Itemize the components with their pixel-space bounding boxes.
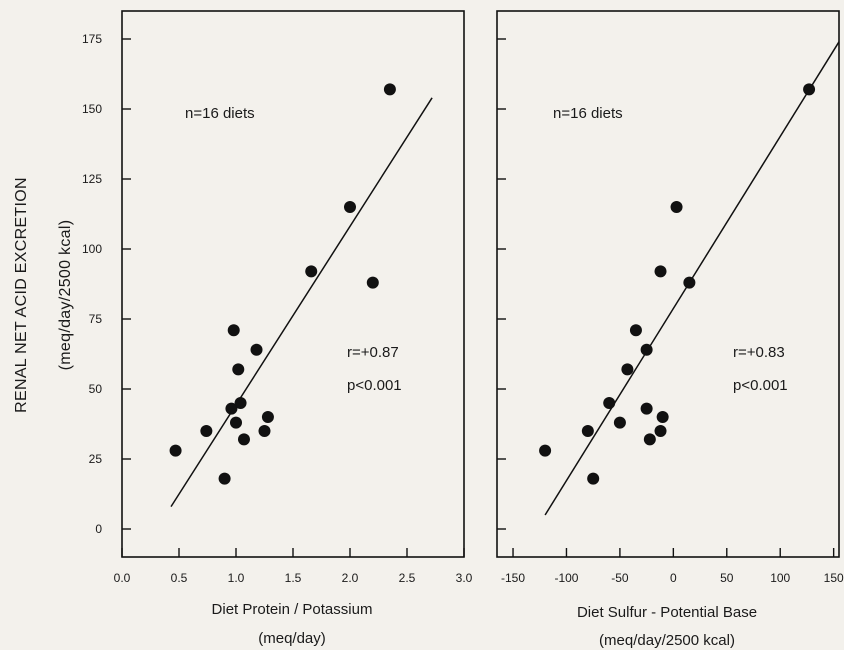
data-points — [539, 83, 816, 485]
x-tick-label: 1.0 — [228, 571, 245, 585]
data-point — [261, 411, 274, 423]
data-point — [258, 425, 271, 437]
x-tick-label: 1.5 — [285, 571, 302, 585]
data-point — [539, 444, 552, 457]
x-tick-label: -100 — [554, 571, 578, 585]
y-tick-label: 125 — [82, 172, 102, 186]
data-point — [234, 397, 247, 409]
data-point — [683, 276, 696, 289]
x-axis-unit: (meq/day) — [258, 630, 326, 647]
data-point — [305, 265, 318, 278]
data-point — [230, 416, 242, 429]
y-tick-label: 0 — [95, 522, 102, 536]
x-tick-label: -50 — [611, 571, 629, 585]
data-point — [344, 201, 356, 213]
x-tick-label: 2.5 — [399, 571, 416, 585]
sample-size-label: n=16 diets — [185, 105, 255, 122]
y-tick-label: 175 — [82, 32, 102, 46]
x-axis-label: Diet Sulfur - Potential Base — [577, 604, 757, 621]
data-point — [803, 83, 816, 96]
data-point — [656, 411, 669, 423]
data-point — [654, 425, 667, 437]
correlation-label: r=+0.83 — [733, 344, 785, 361]
p-value-label: p<0.001 — [733, 377, 788, 394]
data-point — [640, 402, 653, 415]
x-axis-ticks: -150 -100 -50 0 50 100 150 — [501, 548, 844, 585]
y-tick-label: 100 — [82, 242, 102, 256]
data-point — [227, 324, 240, 337]
x-axis-unit: (meq/day/2500 kcal) — [599, 632, 735, 649]
x-tick-label: 0 — [670, 571, 677, 585]
data-point — [587, 472, 600, 485]
data-point — [237, 433, 250, 446]
data-point — [200, 425, 213, 437]
x-tick-label: 100 — [770, 571, 790, 585]
p-value-label: p<0.001 — [347, 377, 402, 394]
y-axis-ticks: 0 25 50 75 100 125 150 175 — [82, 32, 131, 536]
data-point — [225, 402, 238, 415]
x-tick-label: 50 — [720, 571, 734, 585]
regression-line — [170, 97, 433, 508]
data-point — [643, 433, 656, 446]
x-tick-label: 0.5 — [171, 571, 188, 585]
y-tick-label: 150 — [82, 102, 102, 116]
data-point — [232, 363, 245, 376]
y-tick-label: 75 — [89, 312, 103, 326]
x-axis-ticks: 0.0 0.5 1.0 1.5 2.0 2.5 3.0 — [114, 548, 473, 585]
plot-frame — [121, 10, 465, 558]
correlation-label: r=+0.87 — [347, 344, 399, 361]
x-tick-label: 3.0 — [456, 571, 473, 585]
y-tick-label: 50 — [89, 382, 103, 396]
data-point — [654, 265, 667, 278]
data-point — [640, 343, 653, 356]
data-point — [383, 83, 396, 96]
plot-frame — [496, 10, 840, 558]
data-point — [621, 363, 634, 376]
data-points — [169, 83, 396, 485]
y-axis-unit: (meq/day/2500 kcal) — [57, 220, 74, 371]
data-point — [629, 324, 642, 337]
scatter-panel-protein-potassium: 0 25 50 75 100 125 150 175 0.0 0.5 1.0 1.5 2.0 2.5 3.… — [82, 10, 473, 647]
data-point — [366, 276, 379, 289]
y-axis-ticks — [497, 38, 506, 530]
data-point — [250, 343, 263, 356]
y-tick-label: 25 — [89, 452, 103, 466]
x-axis-label: Diet Protein / Potassium — [212, 601, 373, 618]
x-tick-label: 0.0 — [114, 571, 131, 585]
data-point — [613, 416, 626, 429]
x-tick-label: -150 — [501, 571, 525, 585]
data-point — [603, 397, 616, 409]
data-point — [218, 472, 231, 485]
data-point — [581, 425, 594, 437]
y-axis-label: RENAL NET ACID EXCRETION — [13, 177, 30, 413]
scatter-panel-sulfur-potential-base: -150 -100 -50 0 50 100 150 n=16 diets r=+0.83 … — [496, 10, 844, 649]
x-tick-label: 2.0 — [342, 571, 359, 585]
x-tick-label: 150 — [824, 571, 844, 585]
data-point — [670, 201, 683, 213]
data-point — [169, 444, 182, 457]
sample-size-label: n=16 diets — [553, 105, 623, 122]
